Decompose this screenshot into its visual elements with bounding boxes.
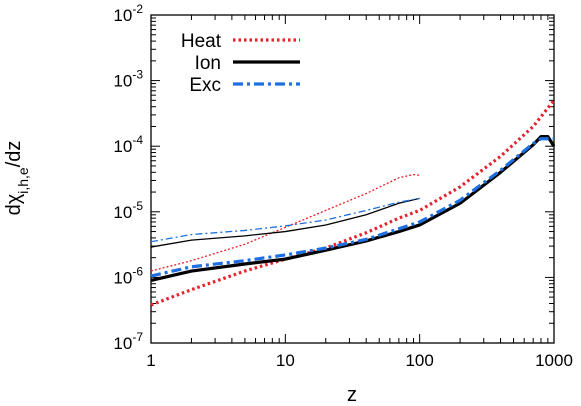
x-axis-label: z <box>347 384 357 406</box>
y-tick-exponent: -6 <box>132 264 143 278</box>
x-tick-label: 100 <box>405 351 433 370</box>
y-tick-label: 10-2 <box>113 2 143 25</box>
y-tick-label: 10-5 <box>113 199 143 222</box>
y-tick-base: 10 <box>113 137 132 156</box>
series-line-exc <box>150 137 554 278</box>
x-tick-label: 1 <box>146 351 155 370</box>
legend-label-heat: Heat <box>181 31 222 52</box>
x-tick-label: 10 <box>276 351 295 370</box>
y-tick-exponent: -7 <box>132 330 143 344</box>
y-tick-label: 10-7 <box>113 330 143 353</box>
series-lines <box>150 99 556 307</box>
series-line-ion <box>150 135 556 282</box>
y-tick-exponent: -2 <box>132 2 143 16</box>
y-tick-base: 10 <box>113 6 132 25</box>
series-line-ion-thin <box>150 197 420 248</box>
y-axis-label: dχi,h,e/dz <box>3 141 31 216</box>
series-line-heat-thin <box>150 173 420 272</box>
series-line-heat <box>150 99 556 307</box>
legend-label-exc: Exc <box>189 75 221 96</box>
y-tick-label: 10-6 <box>113 264 143 287</box>
y-tick-base: 10 <box>113 203 132 222</box>
y-tick-base: 10 <box>113 72 132 91</box>
x-tick-label: 1000 <box>535 351 573 370</box>
y-tick-label: 10-4 <box>113 133 143 156</box>
y-tick-base: 10 <box>113 334 132 353</box>
y-tick-exponent: -3 <box>132 68 143 82</box>
legend-label-ion: Ion <box>195 53 221 74</box>
series-line-exc-thin <box>150 197 420 243</box>
plot-frame <box>150 14 555 344</box>
y-tick-exponent: -4 <box>132 133 143 147</box>
y-axis-label-tail: /dz <box>3 141 25 168</box>
y-tick-label: 10-3 <box>113 68 143 91</box>
y-axis-label-sub: i,h,e <box>15 167 31 194</box>
y-tick-base: 10 <box>113 268 132 287</box>
y-axis-label-main: dχ <box>3 193 25 215</box>
y-tick-exponent: -5 <box>132 199 143 213</box>
